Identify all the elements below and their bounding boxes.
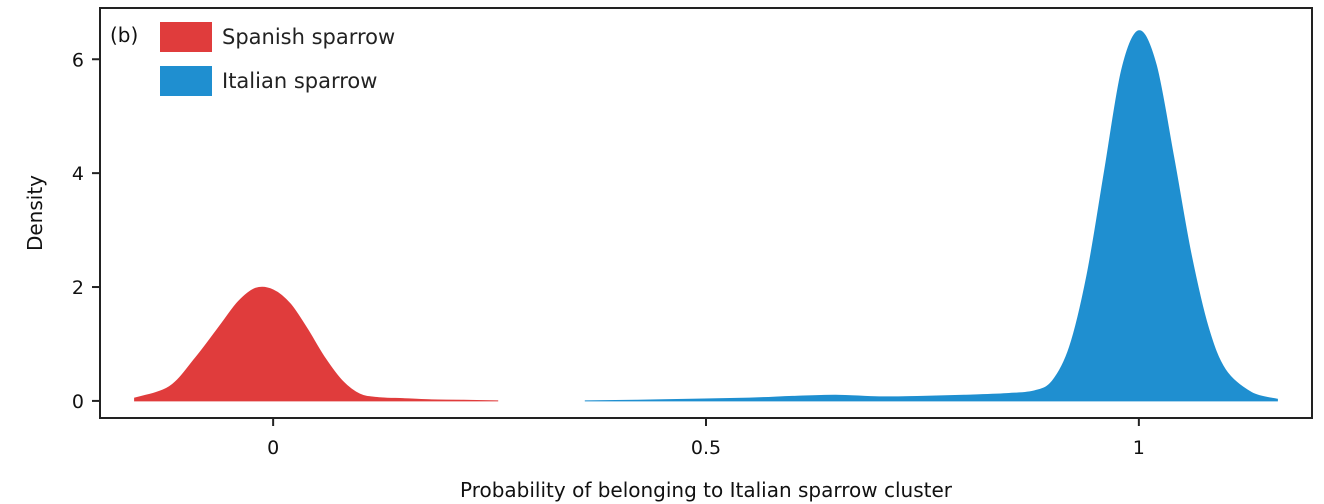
density-area-italian-sparrow <box>584 30 1278 402</box>
y-tick-label: 4 <box>72 163 84 185</box>
legend-swatch-spanish-sparrow <box>160 22 212 52</box>
x-tick-label: 0 <box>267 437 279 459</box>
x-tick-label: 0.5 <box>691 437 721 459</box>
legend-swatch-italian-sparrow <box>160 66 212 96</box>
axis-layer: 0 0.5 1 0 2 4 6 <box>72 49 1145 459</box>
legend-label-spanish-sparrow: Spanish sparrow <box>222 25 395 49</box>
legend: Spanish sparrow Italian sparrow <box>160 22 395 96</box>
series-layer <box>134 30 1278 402</box>
panel-label: (b) <box>110 23 138 47</box>
x-tick-label: 1 <box>1133 437 1145 459</box>
legend-label-italian-sparrow: Italian sparrow <box>222 69 377 93</box>
y-tick-label: 6 <box>72 49 84 71</box>
y-tick-label: 0 <box>72 391 84 413</box>
density-area-spanish-sparrow <box>134 286 499 402</box>
y-tick-label: 2 <box>72 277 84 299</box>
x-axis-title: Probability of belonging to Italian spar… <box>460 478 953 502</box>
y-axis-title: Density <box>23 175 47 251</box>
